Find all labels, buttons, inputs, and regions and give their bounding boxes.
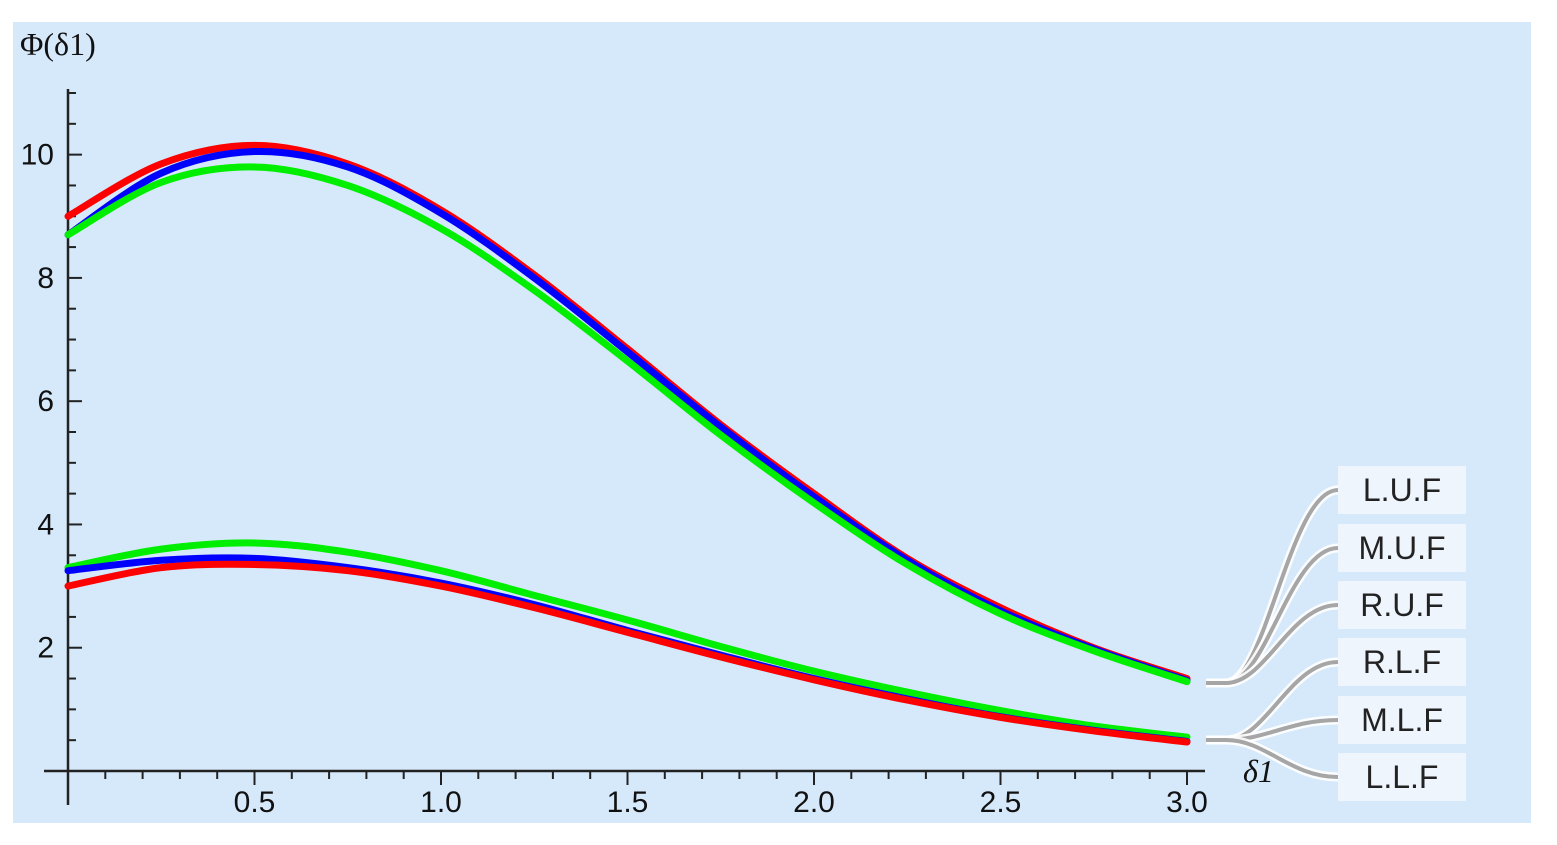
y-tick-label: 4 bbox=[37, 508, 54, 541]
x-tick-label: 1.5 bbox=[607, 786, 649, 819]
legend: L.U.F M.U.F R.U.F R.L.F M.L.F L.L.F bbox=[1206, 466, 1466, 801]
series-lines bbox=[64, 141, 1191, 746]
y-tick-label: 10 bbox=[21, 139, 54, 172]
x-tick-label: 2.0 bbox=[793, 786, 835, 819]
legend-label-m-u-f: M.U.F bbox=[1358, 530, 1445, 566]
y-axis-label: Φ(δ1) bbox=[20, 26, 96, 62]
legend-box bbox=[1338, 696, 1466, 744]
legend-leader-line bbox=[1206, 738, 1339, 779]
legend-box bbox=[1338, 753, 1466, 801]
legend-label-r-u-f: R.U.F bbox=[1360, 587, 1444, 623]
legend-label-l-l-f: L.L.F bbox=[1366, 759, 1439, 795]
legend-box bbox=[1338, 524, 1466, 572]
x-axis-label: δ1 bbox=[1243, 753, 1274, 789]
x-tick-label: 0.5 bbox=[234, 786, 276, 819]
axes: 0.5 1.0 1.5 2.0 2.5 3.0 2 4 6 8 10 bbox=[21, 89, 1208, 819]
legend-box bbox=[1338, 466, 1466, 514]
series-line-r-u-f bbox=[64, 163, 1191, 686]
legend-box bbox=[1338, 638, 1466, 686]
chart-background bbox=[13, 22, 1531, 823]
legend-label-r-l-f: R.L.F bbox=[1363, 644, 1441, 680]
x-tick-label: 2.5 bbox=[980, 786, 1022, 819]
legend-leader-line bbox=[1206, 603, 1339, 685]
series-line-l-l-f bbox=[64, 560, 1191, 746]
legend-label-m-l-f: M.L.F bbox=[1361, 702, 1443, 738]
y-tick-label: 6 bbox=[37, 385, 54, 418]
x-tick-label: 3.0 bbox=[1166, 786, 1208, 819]
x-axis-label-text: δ1 bbox=[1243, 753, 1274, 789]
y-tick-label: 8 bbox=[37, 262, 54, 295]
y-tick-label: 2 bbox=[37, 632, 54, 665]
legend-label-l-u-f: L.U.F bbox=[1363, 472, 1441, 508]
x-tick-label: 1.0 bbox=[420, 786, 462, 819]
y-axis-label-text: Φ(δ1) bbox=[20, 26, 96, 62]
legend-box bbox=[1338, 581, 1466, 629]
series-line-r-l-f bbox=[64, 539, 1191, 741]
